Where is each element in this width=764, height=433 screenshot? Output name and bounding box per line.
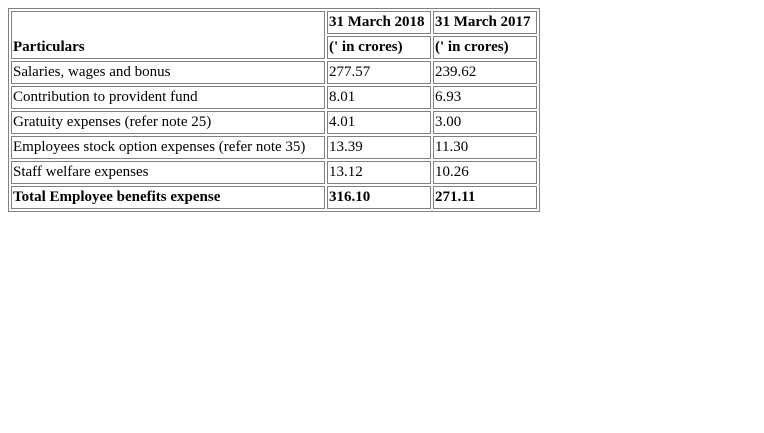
row-value-2017: 6.93 (433, 86, 537, 109)
particulars-header: Particulars (11, 11, 325, 59)
header-row-units: (' in crores) (' in crores) (11, 36, 537, 59)
row-value-2018: 13.39 (327, 136, 431, 159)
row-value-2017: 239.62 (433, 61, 537, 84)
unit-header-2017: (' in crores) (433, 36, 537, 59)
row-label: Employees stock option expenses (refer n… (11, 136, 325, 159)
row-value-2018: 13.12 (327, 161, 431, 184)
table-row: Contribution to provident fund 8.01 6.93 (11, 86, 537, 109)
row-label: Salaries, wages and bonus (11, 61, 325, 84)
row-value-2018: 277.57 (327, 61, 431, 84)
header-row-years: Particulars 31 March 2018 31 March 2017 (11, 11, 537, 59)
total-row: Total Employee benefits expense 316.10 2… (11, 186, 537, 209)
year-header-2017: 31 March 2017 (433, 11, 537, 34)
employee-benefits-table-container: Particulars 31 March 2018 31 March 2017 … (8, 8, 540, 212)
total-value-2017: 271.11 (433, 186, 537, 209)
table-row: Staff welfare expenses 13.12 10.26 (11, 161, 537, 184)
row-value-2017: 3.00 (433, 111, 537, 134)
row-value-2018: 8.01 (327, 86, 431, 109)
employee-benefits-table: Particulars 31 March 2018 31 March 2017 … (8, 8, 540, 212)
table-row: Employees stock option expenses (refer n… (11, 136, 537, 159)
total-value-2018: 316.10 (327, 186, 431, 209)
row-value-2017: 11.30 (433, 136, 537, 159)
row-label: Gratuity expenses (refer note 25) (11, 111, 325, 134)
row-label: Staff welfare expenses (11, 161, 325, 184)
unit-header-2018: (' in crores) (327, 36, 431, 59)
row-value-2018: 4.01 (327, 111, 431, 134)
total-label: Total Employee benefits expense (11, 186, 325, 209)
row-label: Contribution to provident fund (11, 86, 325, 109)
year-header-2018: 31 March 2018 (327, 11, 431, 34)
table-row: Salaries, wages and bonus 277.57 239.62 (11, 61, 537, 84)
table-row: Gratuity expenses (refer note 25) 4.01 3… (11, 111, 537, 134)
row-value-2017: 10.26 (433, 161, 537, 184)
